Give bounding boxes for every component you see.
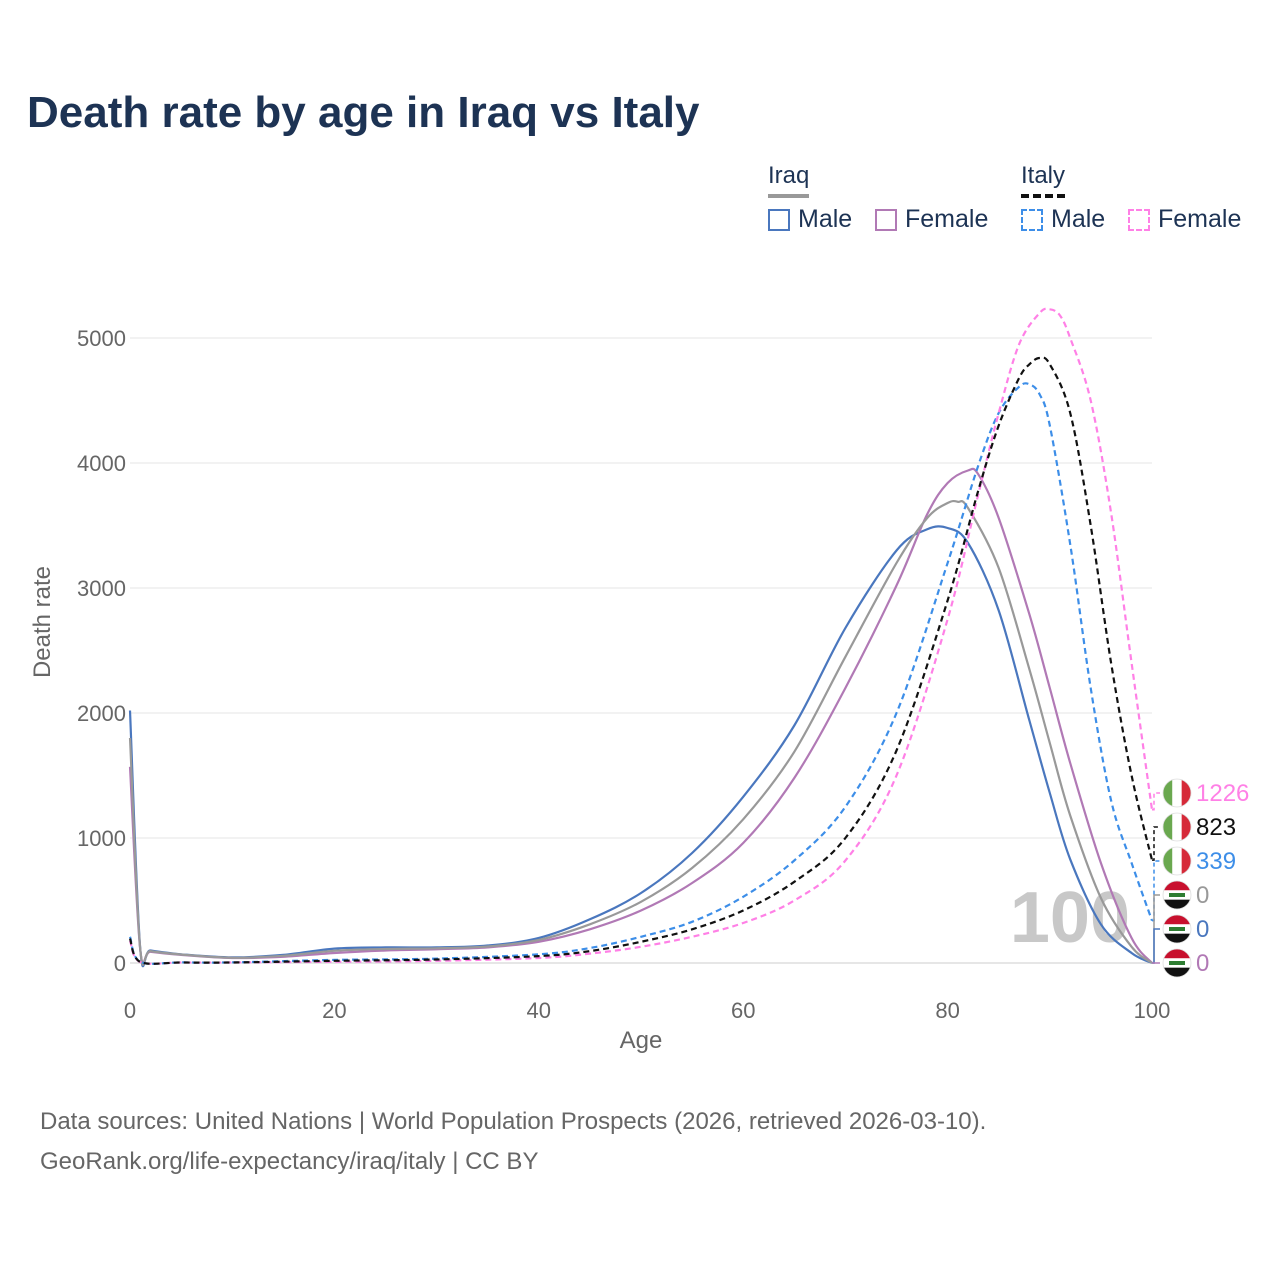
legend-swatch-iraq-female bbox=[875, 208, 897, 231]
source-line-2[interactable]: GeoRank.org/life-expectancy/iraq/italy |… bbox=[40, 1148, 539, 1175]
x-tick-label: 40 bbox=[527, 998, 551, 1023]
y-axis-ticks: 0 1000 2000 3000 4000 5000 bbox=[77, 326, 126, 976]
series-line-iraq-male[interactable] bbox=[128, 525, 1153, 968]
iraq-flag-icon bbox=[1162, 880, 1192, 910]
end-label-connector bbox=[1152, 826, 1160, 861]
legend-group-iraq-label: Iraq bbox=[768, 162, 810, 189]
chart-title: Death rate by age in Iraq vs Italy bbox=[27, 88, 700, 137]
x-tick-label: 0 bbox=[124, 998, 136, 1023]
x-tick-label: 80 bbox=[935, 998, 959, 1023]
series-line-iraq-female[interactable] bbox=[128, 467, 1153, 965]
series-line-italy-total[interactable] bbox=[128, 356, 1154, 965]
legend-label-italy-female: Female bbox=[1158, 205, 1242, 233]
end-label-italy-female: 1226 bbox=[1152, 778, 1249, 811]
legend-swatch-italy-female bbox=[1128, 208, 1150, 231]
end-label-value: 0 bbox=[1196, 950, 1209, 977]
series-lines bbox=[128, 307, 1154, 968]
legend-label-iraq-male: Male bbox=[798, 205, 853, 233]
legend-item-iraq-male[interactable]: Male bbox=[768, 205, 852, 234]
end-label-value: 1226 bbox=[1196, 780, 1249, 807]
italy-flag-icon bbox=[1162, 812, 1192, 842]
grid-lines bbox=[130, 337, 1152, 964]
y-tick-label: 5000 bbox=[77, 326, 126, 351]
end-labels: 1226 823 339 0 0 0 bbox=[1152, 778, 1249, 978]
end-label-iraq-female: 0 bbox=[1152, 948, 1209, 978]
legend-group-italy-label: Italy bbox=[1021, 162, 1066, 189]
legend-item-italy-male[interactable]: Male bbox=[1021, 205, 1105, 234]
italy-flag-icon bbox=[1162, 846, 1192, 876]
legend-item-italy-female[interactable]: Female bbox=[1128, 205, 1241, 234]
series-line-italy-male[interactable] bbox=[128, 382, 1154, 965]
death-rate-chart: 0 1000 2000 3000 4000 5000 0 20 40 60 80 100 100 1… bbox=[29, 307, 1249, 1054]
series-line-iraq-total[interactable] bbox=[128, 499, 1153, 966]
y-axis-label: Death rate bbox=[29, 566, 56, 678]
y-tick-label: 2000 bbox=[77, 701, 126, 726]
end-label-connector bbox=[1152, 928, 1160, 964]
legend-swatch-italy-male bbox=[1021, 208, 1043, 231]
end-label-value: 0 bbox=[1196, 916, 1209, 943]
legend-label-iraq-female: Female bbox=[905, 205, 989, 233]
legend-group-iraq-line bbox=[768, 194, 810, 198]
x-axis-ticks: 0 20 40 60 80 100 bbox=[124, 998, 1170, 1023]
end-label-italy-male: 339 bbox=[1152, 846, 1236, 922]
legend-group-italy-line bbox=[1021, 194, 1066, 198]
end-label-connector bbox=[1152, 860, 1160, 922]
end-label-italy-total: 823 bbox=[1152, 812, 1236, 861]
end-label-value: 823 bbox=[1196, 814, 1236, 841]
y-tick-label: 1000 bbox=[77, 826, 126, 851]
end-label-value: 339 bbox=[1196, 848, 1236, 875]
x-tick-label: 60 bbox=[731, 998, 755, 1023]
y-tick-label: 0 bbox=[114, 951, 126, 976]
legend-swatch-iraq-male bbox=[768, 208, 790, 231]
iraq-flag-icon bbox=[1162, 948, 1192, 978]
x-tick-label: 20 bbox=[322, 998, 346, 1023]
x-tick-label: 100 bbox=[1134, 998, 1171, 1023]
legend-label-italy-male: Male bbox=[1051, 205, 1106, 233]
italy-flag-icon bbox=[1162, 778, 1192, 808]
x-axis-label: Age bbox=[620, 1027, 663, 1054]
source-line-1: Data sources: United Nations | World Pop… bbox=[40, 1108, 987, 1135]
end-label-iraq-male: 0 bbox=[1152, 914, 1209, 964]
y-tick-label: 4000 bbox=[77, 451, 126, 476]
end-label-value: 0 bbox=[1196, 882, 1209, 909]
legend-group-iraq[interactable]: Iraq bbox=[768, 162, 810, 198]
legend-item-iraq-female[interactable]: Female bbox=[875, 205, 988, 234]
legend-group-italy[interactable]: Italy bbox=[1021, 162, 1066, 198]
series-line-italy-female[interactable] bbox=[128, 307, 1154, 965]
end-label-connector bbox=[1152, 792, 1160, 811]
iraq-flag-icon bbox=[1162, 914, 1192, 944]
y-tick-label: 3000 bbox=[77, 576, 126, 601]
current-age-watermark: 100 bbox=[1010, 878, 1130, 958]
